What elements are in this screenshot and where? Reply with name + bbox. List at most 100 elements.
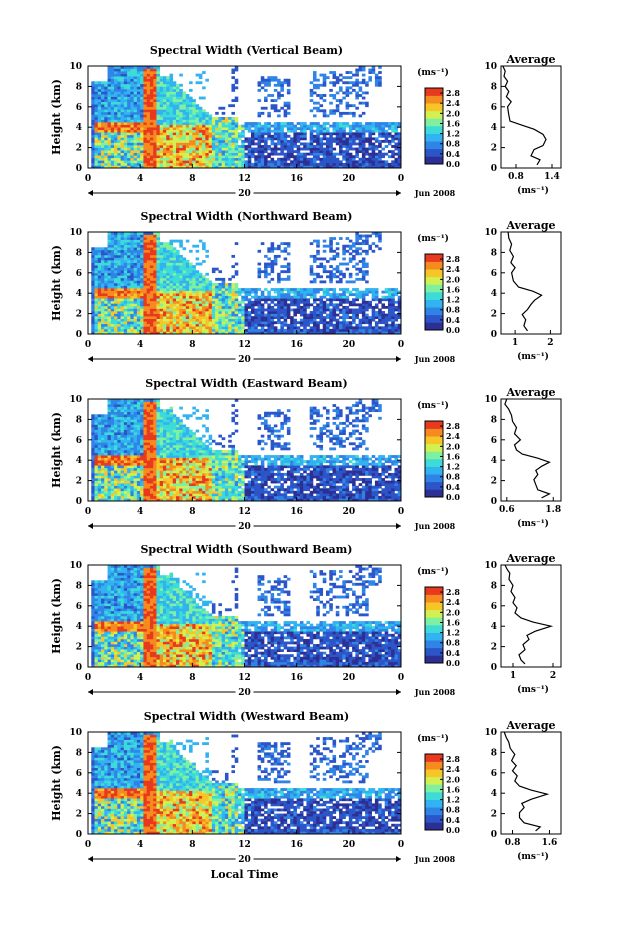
heatmap-cell [296,122,301,125]
heatmap-cell [107,234,112,238]
heatmap-cell [283,305,288,309]
heatmap-cell [319,83,324,87]
heatmap-cell [198,81,203,85]
heatmap-cell [208,290,213,294]
heatmap-cell [397,326,402,330]
heatmap-cell [156,99,161,102]
heatmap-cell [114,137,118,141]
heatmap-cell [228,277,232,281]
heatmap-cell [130,323,134,327]
colorbar-segment [425,141,443,145]
heatmap-cell [123,132,128,136]
heatmap-cell [332,288,337,291]
heatmap-cell [101,326,105,330]
heatmap-cell [374,298,379,302]
heatmap-cell [114,326,118,330]
heatmap-cell [169,91,174,95]
heatmap-cell [378,139,382,143]
heatmap-cell [149,127,154,131]
heatmap-cell [127,260,131,263]
heatmap-cell [218,127,222,131]
heatmap-cell [218,277,222,281]
heatmap-cell [365,129,369,133]
heatmap-cell [231,300,236,304]
heatmap-cell [101,270,105,274]
heatmap-cell [277,134,281,138]
heatmap-cell [94,303,99,307]
heatmap-cell [140,285,144,289]
heatmap-cell [312,290,317,294]
heatmap-cell [355,249,359,253]
heatmap-cell [368,162,372,166]
heatmap-cell [293,137,297,141]
heatmap-cell [286,326,291,330]
heatmap-cell [104,117,108,120]
heatmap-cell [358,331,363,335]
heatmap-cell [202,117,206,120]
heatmap-cell [107,160,112,164]
heatmap-cell [120,114,125,118]
heatmap-cell [176,91,180,95]
heatmap-cell [218,323,222,327]
heatmap-cell [156,280,161,284]
heatmap-cell [107,71,112,74]
heatmap-cell [136,117,141,120]
heatmap-cell [394,328,399,332]
heatmap-cell [254,165,258,169]
heatmap-cell [185,119,190,123]
heatmap-cell [143,311,147,314]
heatmap-cell [371,298,376,302]
heatmap-cell [348,244,353,248]
heatmap-cell [110,277,115,281]
heatmap-cell [270,288,275,291]
heatmap-cell [97,106,102,110]
heatmap-cell [348,157,353,161]
heatmap-cell [371,129,376,133]
heatmap-cell [169,316,174,319]
heatmap-cell [345,111,350,115]
heatmap-cell [101,81,105,85]
heatmap-cell [221,152,226,156]
heatmap-cell [176,275,180,279]
heatmap-cell [221,111,226,115]
heatmap-cell [329,300,333,304]
heatmap-cell [182,331,187,335]
heatmap-cell [101,162,105,166]
heatmap-cell [231,76,236,80]
heatmap-cell [326,145,330,148]
heatmap-cell [133,66,138,69]
heatmap-cell [153,305,157,309]
heatmap-cell [267,137,271,141]
heatmap-cell [241,147,245,151]
heatmap-cell [156,303,161,307]
heatmap-cell [130,265,134,268]
heatmap-cell [218,165,222,169]
heatmap-cell [172,81,177,85]
heatmap-cell [159,165,164,169]
heatmap-cell [345,124,350,128]
heatmap-cell [146,83,151,87]
heatmap-cell [91,254,95,258]
heatmap-cell [120,254,125,258]
heatmap-cell [107,122,112,125]
heatmap-cell [290,290,294,294]
heatmap-cell [208,331,213,335]
heatmap-cell [224,308,229,312]
heatmap-cell [247,311,252,314]
heatmap-cell [316,252,320,256]
heatmap-cell [91,270,95,274]
heatmap-cell [299,152,304,156]
heatmap-cell [97,142,102,146]
heatmap-cell [166,303,170,307]
heatmap-cell [133,71,138,74]
heatmap-cell [156,137,161,141]
heatmap-cell [149,257,154,261]
heatmap-cell [159,162,164,166]
heatmap-cell [290,155,294,159]
heatmap-cell [329,124,333,128]
heatmap-cell [264,137,268,141]
heatmap-cell [192,244,196,248]
heatmap-cell [303,308,307,312]
heatmap-cell [166,267,170,271]
heatmap-cell [280,308,284,312]
